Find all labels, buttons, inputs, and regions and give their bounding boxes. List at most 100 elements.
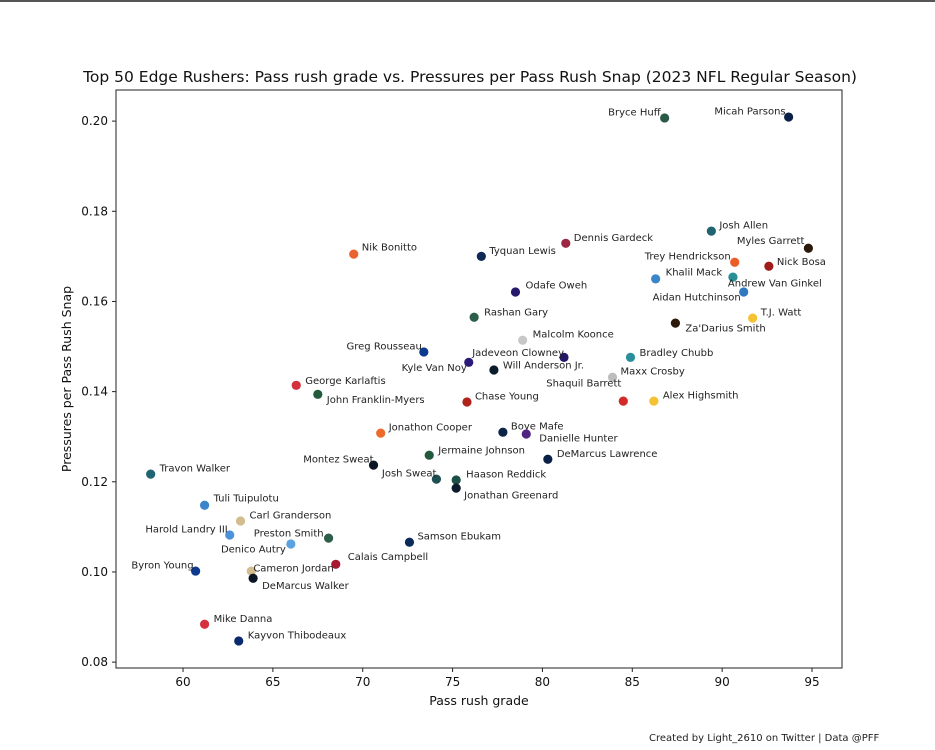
point-label: Za'Darius Smith [685, 324, 765, 335]
chart-title: Top 50 Edge Rushers: Pass rush grade vs.… [82, 68, 857, 86]
data-point [462, 397, 472, 407]
y-tick-label: 0.10 [81, 565, 108, 579]
y-tick-label: 0.18 [81, 204, 108, 218]
data-point [469, 312, 479, 322]
point-label: Chase Young [475, 391, 539, 402]
data-point [618, 396, 628, 406]
data-point [431, 474, 442, 484]
point-label: Mike Danna [214, 614, 273, 625]
y-tick-label: 0.08 [81, 655, 108, 669]
data-point [476, 251, 486, 261]
data-point [559, 352, 569, 362]
point-label: Kayvon Thibodeaux [248, 630, 347, 641]
point-label: Jadeveon Clowney [471, 348, 564, 359]
point-label: Jermaine Johnson [437, 446, 525, 457]
point-label: Andrew Van Ginkel [728, 279, 822, 290]
y-tick-label: 0.12 [81, 475, 108, 489]
point-label: Dennis Gardeck [574, 233, 654, 244]
point-label: Tuli Tuipulotu [213, 494, 279, 505]
point-label: Denico Autry [221, 545, 286, 556]
point-label: Haason Reddick [466, 469, 546, 480]
point-label: Malcolm Koonce [533, 330, 614, 341]
y-tick-label: 0.20 [81, 114, 108, 128]
data-point [748, 313, 758, 323]
data-point [670, 318, 681, 328]
point-label: Preston Smith [254, 529, 324, 540]
data-point [803, 243, 813, 253]
data-point [199, 619, 210, 629]
data-point [649, 396, 659, 406]
point-label: Cameron Jordan [253, 564, 333, 575]
data-point [510, 287, 521, 297]
x-tick-label: 85 [625, 675, 640, 689]
data-point [313, 389, 323, 399]
point-label: Tyquan Lewis [488, 246, 556, 257]
y-tick-label: 0.16 [81, 294, 108, 308]
data-point [730, 257, 740, 267]
data-point [331, 559, 341, 569]
x-tick-label: 65 [265, 675, 280, 689]
point-label: DeMarcus Lawrence [557, 449, 658, 460]
point-label: Alex Highsmith [663, 391, 739, 402]
point-label: Trey Hendrickson [644, 252, 731, 263]
point-label: George Karlaftis [305, 376, 385, 387]
x-tick-label: 95 [804, 675, 819, 689]
data-point [424, 450, 434, 460]
data-point [199, 500, 210, 510]
data-point [521, 429, 531, 439]
point-label: Danielle Hunter [539, 434, 618, 445]
data-point [368, 460, 379, 470]
data-point [248, 573, 258, 583]
x-axis: 60 65 70 75 80 85 90 95 [175, 668, 820, 689]
data-point [419, 347, 429, 357]
point-label: Shaquil Barrett [546, 379, 621, 390]
point-label: John Franklin-Myers [326, 395, 425, 406]
point-label: Nick Bosa [777, 257, 826, 268]
point-label: Calais Campbell [348, 552, 428, 563]
data-point [376, 428, 386, 438]
y-axis: 0.08 0.10 0.12 0.14 0.16 0.18 0.20 [81, 114, 116, 669]
data-point [349, 249, 359, 259]
point-label: Byron Young [131, 561, 193, 572]
data-point [660, 113, 670, 123]
x-tick-label: 80 [535, 675, 550, 689]
point-label: Boye Mafe [511, 422, 564, 433]
data-point [451, 483, 461, 493]
point-label: Samson Ebukam [417, 532, 501, 543]
data-point [739, 287, 749, 297]
data-point [784, 112, 794, 122]
point-label: Kyle Van Noy [402, 363, 467, 374]
point-label: Greg Rousseau [347, 341, 422, 352]
point-label: Jonathon Cooper [388, 423, 473, 434]
data-point [291, 380, 301, 390]
data-point [498, 427, 508, 437]
point-label: Montez Sweat [303, 455, 373, 466]
data-point [323, 533, 334, 543]
data-point [451, 475, 461, 485]
plot-area [115, 89, 843, 669]
data-point [235, 516, 246, 526]
point-label: Harold Landry III [145, 524, 227, 535]
point-label: Micah Parsons [714, 107, 785, 118]
point-label: Aidan Hutchinson [653, 292, 741, 303]
point-label: Odafe Oweh [525, 280, 587, 291]
data-point [464, 357, 474, 367]
window-top-border [0, 0, 935, 2]
data-point [146, 469, 156, 479]
point-label: Maxx Crosby [621, 367, 685, 378]
point-label: Nik Bonitto [362, 243, 417, 254]
data-point [764, 261, 774, 271]
point-label: Carl Granderson [250, 511, 332, 522]
x-tick-label: 90 [714, 675, 729, 689]
point-label: Travon Walker [159, 464, 231, 475]
x-axis-label: Pass rush grade [429, 693, 529, 708]
data-point [234, 636, 244, 646]
data-point [286, 539, 296, 549]
data-point [489, 365, 499, 375]
data-point [246, 566, 256, 576]
x-tick-label: 75 [445, 675, 460, 689]
point-label: Khalil Mack [666, 267, 723, 278]
data-point [561, 238, 571, 248]
x-tick-label: 60 [175, 675, 190, 689]
